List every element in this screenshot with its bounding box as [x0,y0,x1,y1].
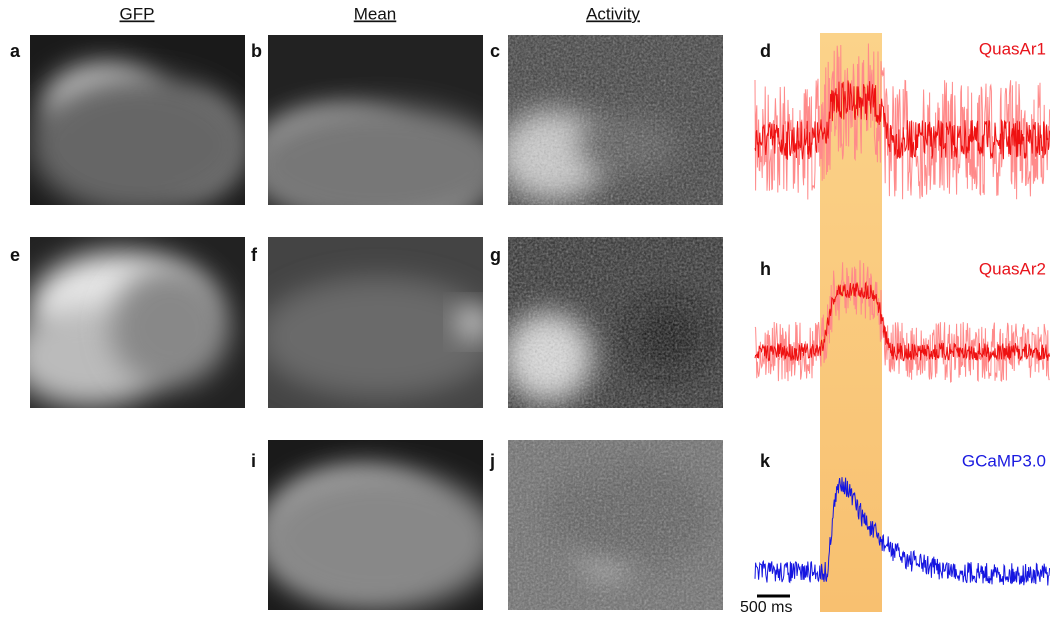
image-blob [268,105,483,205]
panel-label: d [760,41,771,61]
panel-label: c [490,41,500,61]
column-header: Mean [354,4,397,23]
image-blob [458,307,483,337]
panel-label: i [251,451,256,471]
scale-bar-label: 500 ms [740,599,792,616]
panel-label: j [489,451,495,471]
trace [754,477,1050,586]
image-panel [30,237,245,408]
image-blob [110,267,230,387]
trace-label: GCaMP3.0 [962,451,1046,470]
panel-label: g [490,245,501,265]
image-blob [30,75,245,205]
image-noise [508,35,723,205]
trace [754,43,1050,200]
column-header: Activity [586,4,640,23]
panel-label: k [760,451,771,471]
trace [754,281,1050,363]
trace [754,260,1050,383]
image-panel [268,237,483,408]
image-panel [268,440,483,610]
panel-label: f [251,245,258,265]
trace [754,80,1050,160]
image-noise [508,237,723,408]
image-blob [268,470,483,610]
panel-label: b [251,41,262,61]
image-panel [508,440,723,610]
trace-label: QuasAr1 [979,39,1046,58]
column-header: GFP [120,4,155,23]
image-panel [268,35,483,205]
image-blob [268,277,483,397]
image-panel [508,35,723,205]
panel-label: e [10,245,20,265]
trace-label: QuasAr2 [979,259,1046,278]
panel-label: a [10,41,21,61]
image-noise [508,440,723,610]
panel-label: h [760,259,771,279]
image-panel [30,35,245,205]
image-panel [508,237,723,408]
